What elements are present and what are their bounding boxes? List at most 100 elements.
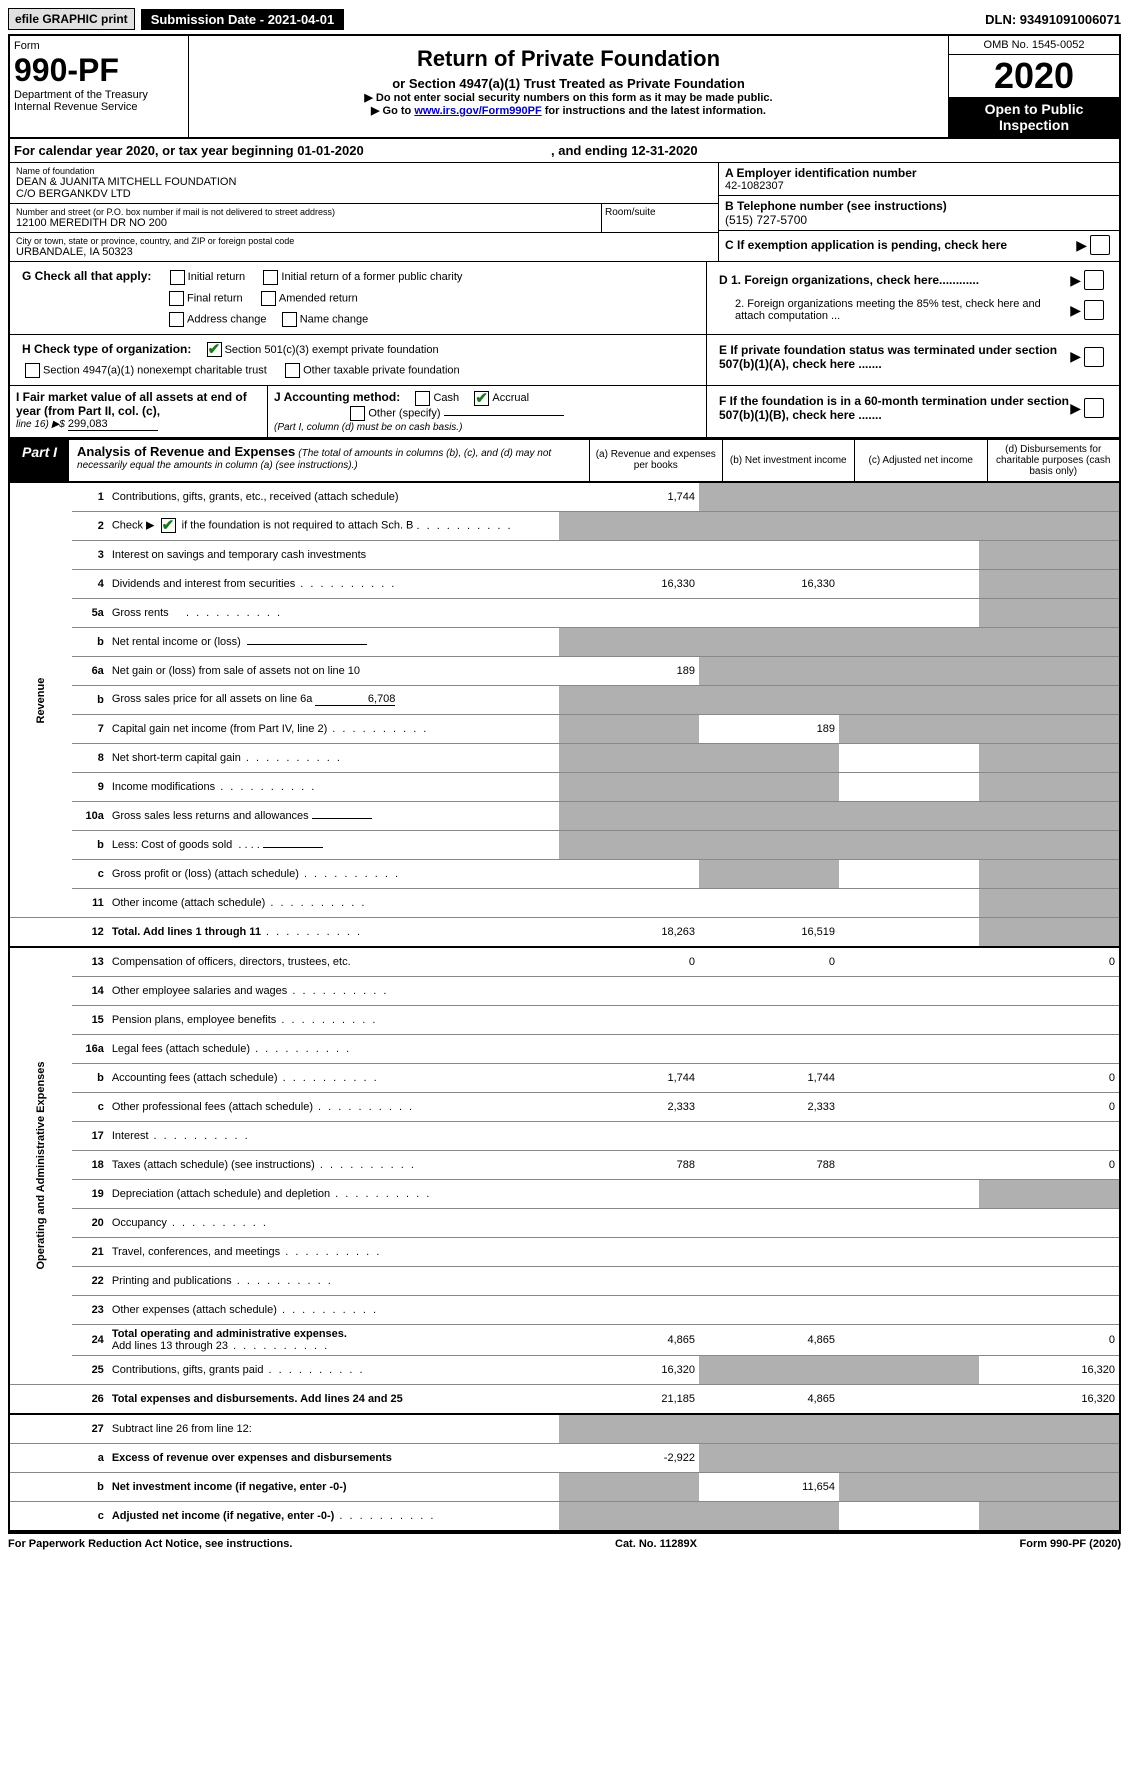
d2-checkbox[interactable] [1084, 300, 1104, 320]
note2-pre: ▶ Go to [371, 105, 414, 117]
c-label: C If exemption application is pending, c… [725, 238, 1007, 252]
d1-checkbox[interactable] [1084, 270, 1104, 290]
info-block: Name of foundation DEAN & JUANITA MITCHE… [10, 163, 1119, 262]
part1-title: Analysis of Revenue and Expenses [77, 444, 295, 459]
g-opt-4: Address change [187, 313, 267, 325]
line-desc: Contributions, gifts, grants, etc., rece… [108, 483, 559, 512]
d2-label: 2. Foreign organizations meeting the 85%… [719, 298, 1070, 322]
form-subtitle: or Section 4947(a)(1) Trust Treated as P… [195, 76, 942, 91]
table-row: 20Occupancy [10, 1208, 1119, 1237]
e-label: E If private foundation status was termi… [719, 343, 1057, 371]
cal-text: For calendar year 2020, or tax year begi… [14, 143, 364, 158]
table-row: 18Taxes (attach schedule) (see instructi… [10, 1150, 1119, 1179]
g-amended-checkbox[interactable] [261, 291, 276, 306]
j-other-checkbox[interactable] [350, 406, 365, 421]
line-num: 2 [72, 511, 108, 540]
col-c-header: (c) Adjusted net income [854, 440, 987, 481]
table-row: 22Printing and publications [10, 1266, 1119, 1295]
table-row: 7Capital gain net income (from Part IV, … [10, 714, 1119, 743]
room-suite: Room/suite [601, 204, 718, 232]
part1-num: Part I [10, 440, 69, 481]
table-row: cOther professional fees (attach schedul… [10, 1092, 1119, 1121]
ein-label: A Employer identification number [725, 166, 1113, 180]
h-501c3-checkbox[interactable] [207, 342, 222, 357]
city-value: URBANDALE, IA 50323 [16, 246, 712, 258]
table-row: 21Travel, conferences, and meetings [10, 1237, 1119, 1266]
ein-value: 42-1082307 [725, 180, 1113, 192]
amt-c [839, 483, 979, 512]
section-ij-f: I Fair market value of all assets at end… [10, 386, 1119, 438]
table-row: 14Other employee salaries and wages [10, 976, 1119, 1005]
schb-checkbox[interactable] [161, 518, 176, 533]
form-container: Form 990-PF Department of the Treasury I… [8, 34, 1121, 1534]
g-final-checkbox[interactable] [169, 291, 184, 306]
table-row: bNet rental income or (loss) [10, 627, 1119, 656]
form-header: Form 990-PF Department of the Treasury I… [10, 36, 1119, 139]
omb-number: OMB No. 1545-0052 [949, 36, 1119, 55]
table-row: cAdjusted net income (if negative, enter… [10, 1501, 1119, 1531]
line-desc: Check ▶ if the foundation is not require… [108, 511, 559, 540]
submission-date-tag: Submission Date - 2021-04-01 [141, 9, 345, 30]
amt-d [979, 483, 1119, 512]
open-inspection: Open to Public Inspection [949, 97, 1119, 137]
h-other-checkbox[interactable] [285, 363, 300, 378]
j-other: Other (specify) [368, 407, 440, 419]
h-label: H Check type of organization: [22, 342, 191, 356]
f-checkbox[interactable] [1084, 398, 1104, 418]
col-b-header: (b) Net investment income [722, 440, 855, 481]
j-note: (Part I, column (d) must be on cash basi… [274, 422, 462, 433]
table-row: 10aGross sales less returns and allowanc… [10, 801, 1119, 830]
table-row: 27Subtract line 26 from line 12: [10, 1414, 1119, 1444]
table-row: Revenue 1 Contributions, gifts, grants, … [10, 483, 1119, 512]
revenue-section-label: Revenue [10, 483, 72, 918]
table-row: 25Contributions, gifts, grants paid16,32… [10, 1355, 1119, 1384]
addr-label: Number and street (or P.O. box number if… [16, 207, 595, 217]
table-row: 3Interest on savings and temporary cash … [10, 540, 1119, 569]
table-row: 2 Check ▶ if the foundation is not requi… [10, 511, 1119, 540]
table-row: 17Interest [10, 1121, 1119, 1150]
address-value: 12100 MEREDITH DR NO 200 [16, 217, 595, 229]
section-g-d: G Check all that apply: Initial return I… [10, 262, 1119, 335]
c-checkbox[interactable] [1090, 235, 1110, 255]
dln-label: DLN: 93491091006071 [985, 12, 1121, 27]
table-row: aExcess of revenue over expenses and dis… [10, 1443, 1119, 1472]
j-accrual-checkbox[interactable] [474, 391, 489, 406]
g-address-checkbox[interactable] [169, 312, 184, 327]
header-left: Form 990-PF Department of the Treasury I… [10, 36, 189, 137]
efile-print-button[interactable]: efile GRAPHIC print [8, 8, 135, 30]
h-4947-checkbox[interactable] [25, 363, 40, 378]
table-row: 6aNet gain or (loss) from sale of assets… [10, 656, 1119, 685]
table-row: 11Other income (attach schedule) [10, 888, 1119, 917]
irs-link[interactable]: www.irs.gov/Form990PF [414, 105, 541, 117]
form-note-1: ▶ Do not enter social security numbers o… [195, 91, 942, 104]
e-checkbox[interactable] [1084, 347, 1104, 367]
arrow-icon: ▶ [1070, 348, 1081, 365]
calendar-year-row: For calendar year 2020, or tax year begi… [10, 139, 1119, 163]
g-opt-1: Initial return of a former public charit… [281, 271, 462, 283]
phone-label: B Telephone number (see instructions) [725, 199, 1113, 213]
form-number: 990-PF [14, 52, 184, 89]
table-row: 5aGross rents [10, 598, 1119, 627]
footer-mid: Cat. No. 11289X [615, 1538, 697, 1550]
i-label: I Fair market value of all assets at end… [16, 390, 247, 418]
j-label: J Accounting method: [274, 390, 400, 404]
header-center: Return of Private Foundation or Section … [189, 36, 948, 137]
table-row: 16aLegal fees (attach schedule) [10, 1034, 1119, 1063]
part1-header: Part I Analysis of Revenue and Expenses … [10, 438, 1119, 483]
arrow-icon: ▶ [1070, 272, 1081, 289]
tax-year: 2020 [949, 55, 1119, 97]
col-a-header: (a) Revenue and expenses per books [589, 440, 722, 481]
j-cash-checkbox[interactable] [415, 391, 430, 406]
top-bar: efile GRAPHIC print Submission Date - 20… [8, 8, 1121, 30]
i-line: line 16) ▶$ [16, 419, 65, 430]
table-row: Operating and Administrative Expenses 13… [10, 947, 1119, 977]
g-initial-checkbox[interactable] [170, 270, 185, 285]
arrow-icon: ▶ [1070, 302, 1081, 319]
g-name-checkbox[interactable] [282, 312, 297, 327]
g-initial-former-checkbox[interactable] [263, 270, 278, 285]
irs-label: Internal Revenue Service [14, 101, 184, 113]
arrow-icon: ▶ [1070, 400, 1081, 417]
foundation-name: DEAN & JUANITA MITCHELL FOUNDATION C/O B… [16, 176, 712, 200]
header-right: OMB No. 1545-0052 2020 Open to Public In… [948, 36, 1119, 137]
phone-value: (515) 727-5700 [725, 213, 1113, 227]
